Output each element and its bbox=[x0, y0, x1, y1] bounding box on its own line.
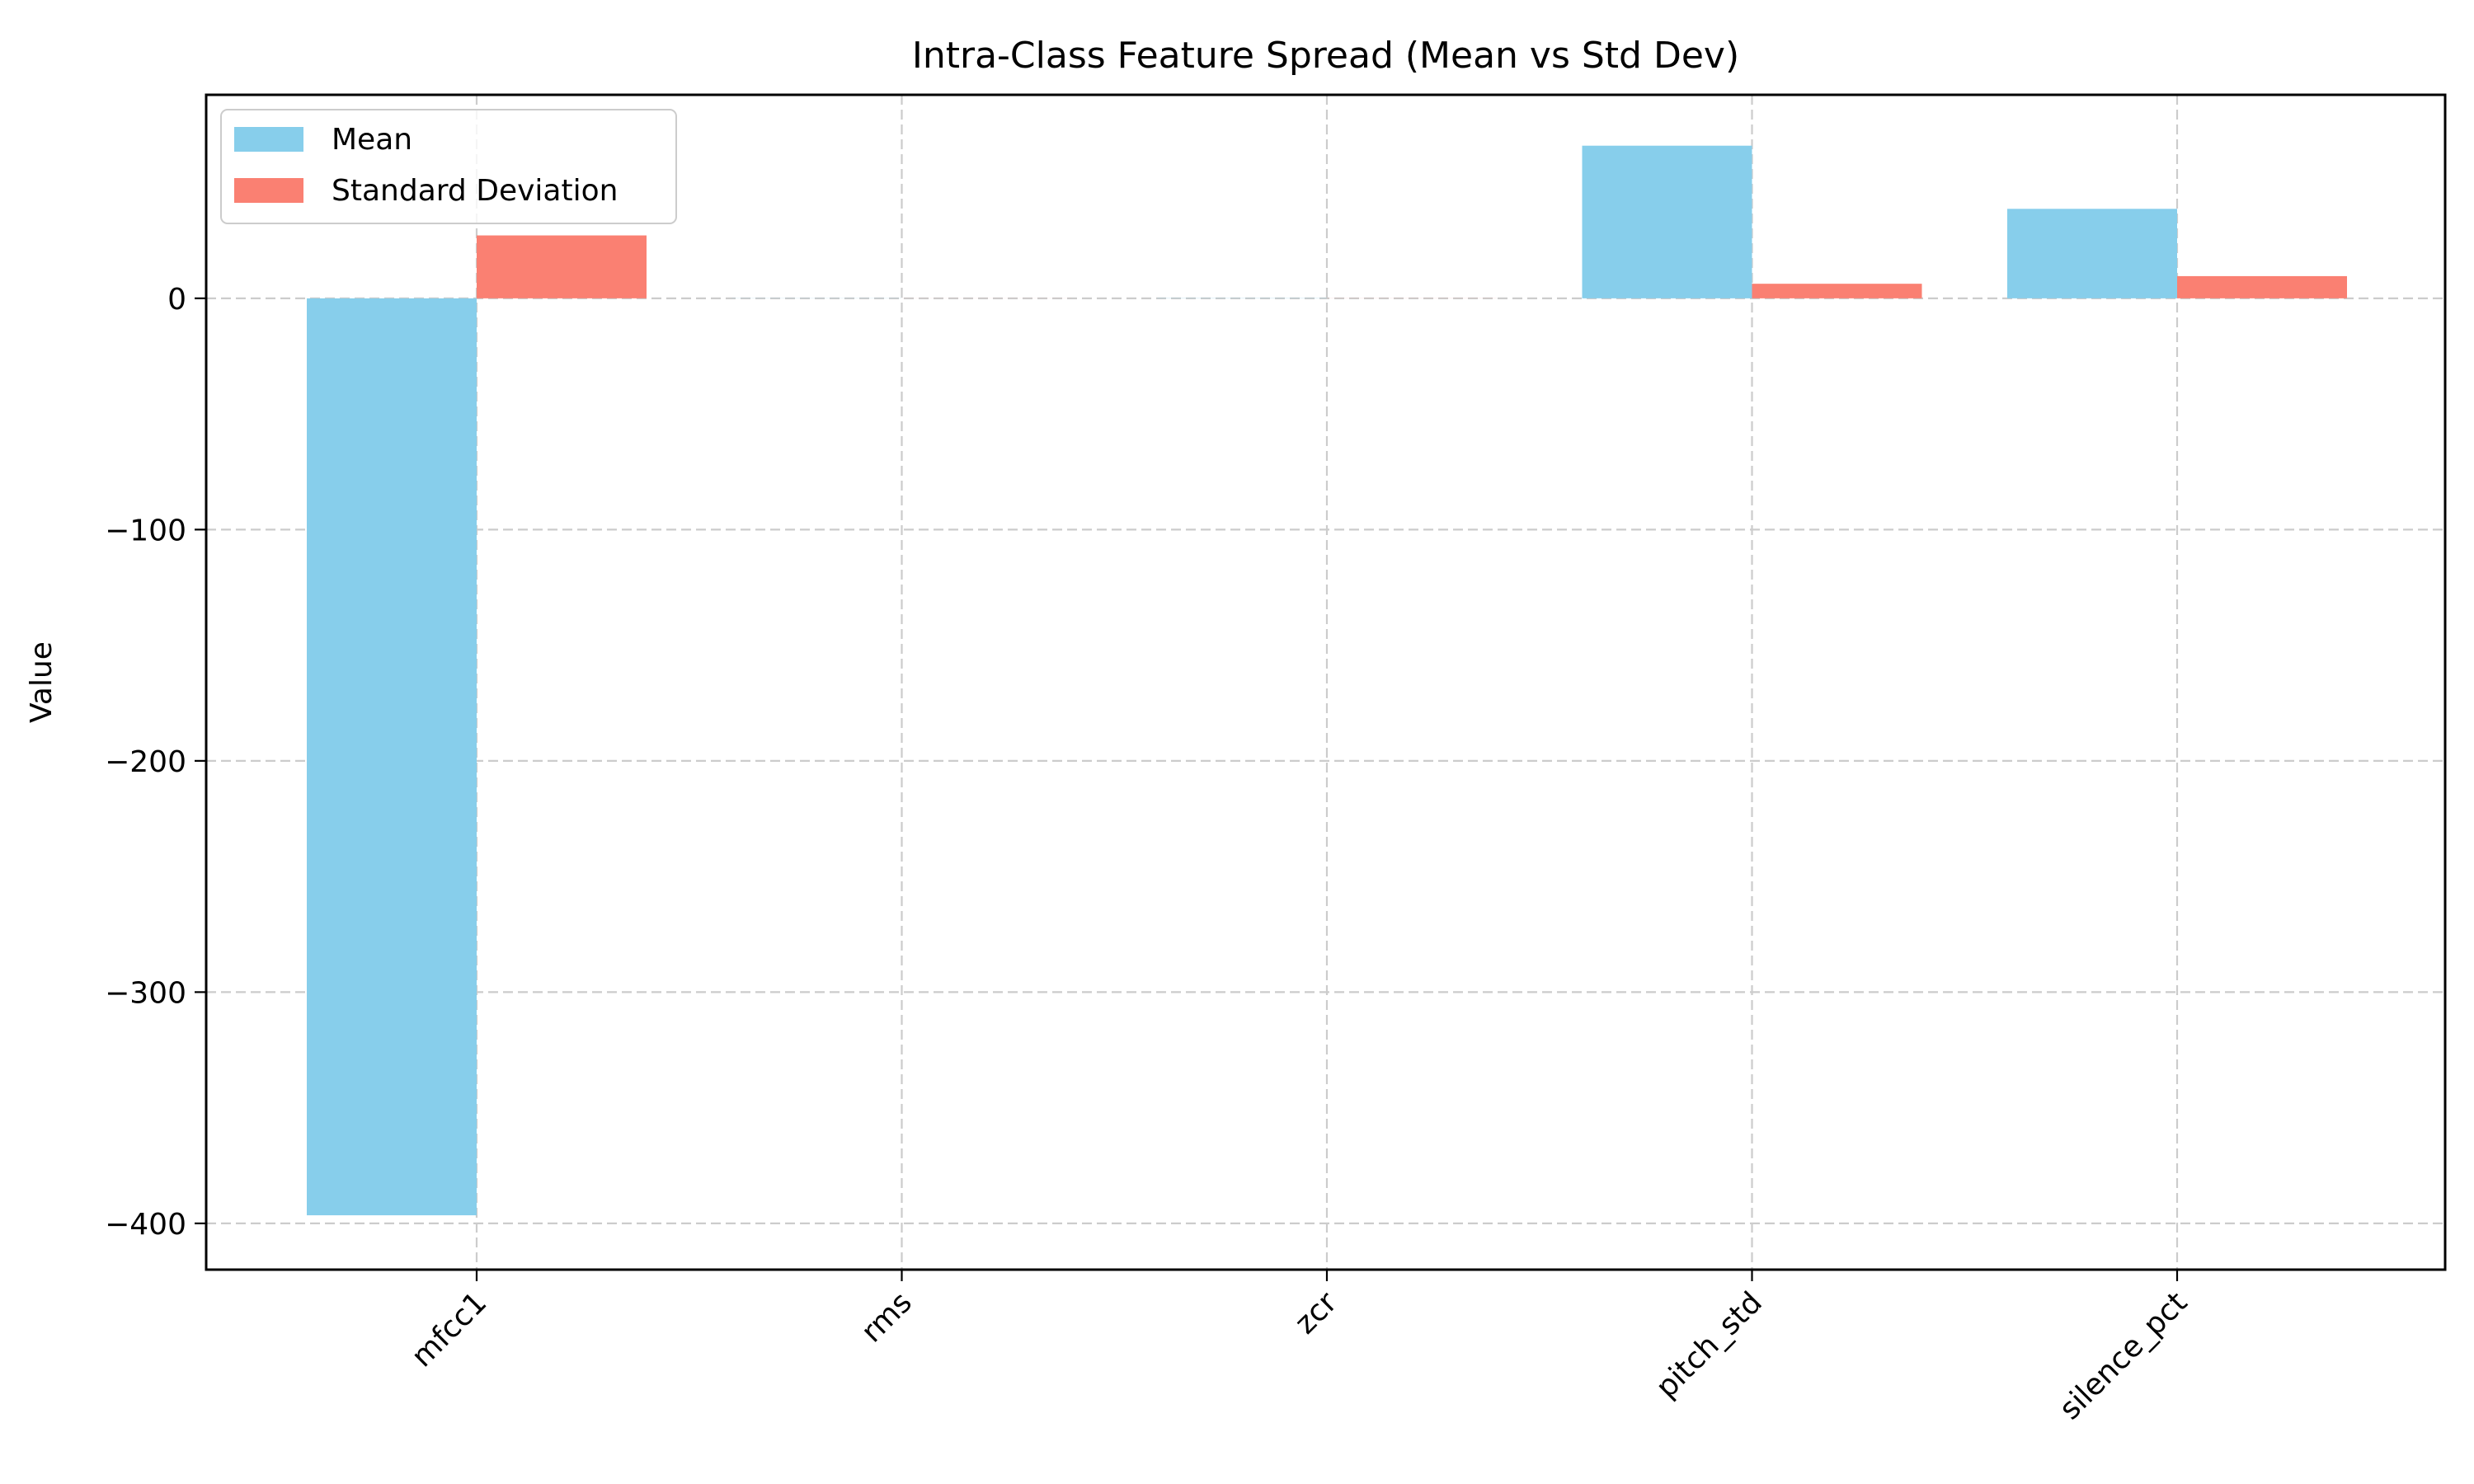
legend-label-std: Standard Deviation bbox=[332, 174, 618, 208]
y-tick-label: −300 bbox=[105, 976, 186, 1010]
legend: Mean Standard Deviation bbox=[220, 109, 677, 224]
bar-mean-mfcc1 bbox=[307, 298, 477, 1216]
y-axis-label: Value bbox=[25, 641, 59, 723]
y-tick-label: −200 bbox=[105, 745, 186, 779]
bar-std-silence_pct bbox=[2177, 275, 2347, 298]
bar-std-pitch_std bbox=[1752, 284, 1922, 298]
legend-box bbox=[220, 109, 677, 224]
y-tick-label: −400 bbox=[105, 1208, 186, 1242]
legend-swatch-std bbox=[234, 178, 303, 203]
plot-frame bbox=[205, 93, 2447, 1271]
bar-mean-pitch_std bbox=[1582, 145, 1752, 298]
y-tick-label: 0 bbox=[167, 283, 186, 317]
y-tick-label: −100 bbox=[105, 514, 186, 547]
bar-std-mfcc1 bbox=[477, 235, 647, 298]
bars bbox=[307, 145, 2347, 1216]
chart-title: Intra-Class Feature Spread (Mean vs Std … bbox=[912, 35, 1739, 77]
bar-mean-silence_pct bbox=[2007, 209, 2177, 298]
legend-swatch-mean bbox=[234, 127, 303, 152]
legend-label-mean: Mean bbox=[332, 123, 412, 157]
